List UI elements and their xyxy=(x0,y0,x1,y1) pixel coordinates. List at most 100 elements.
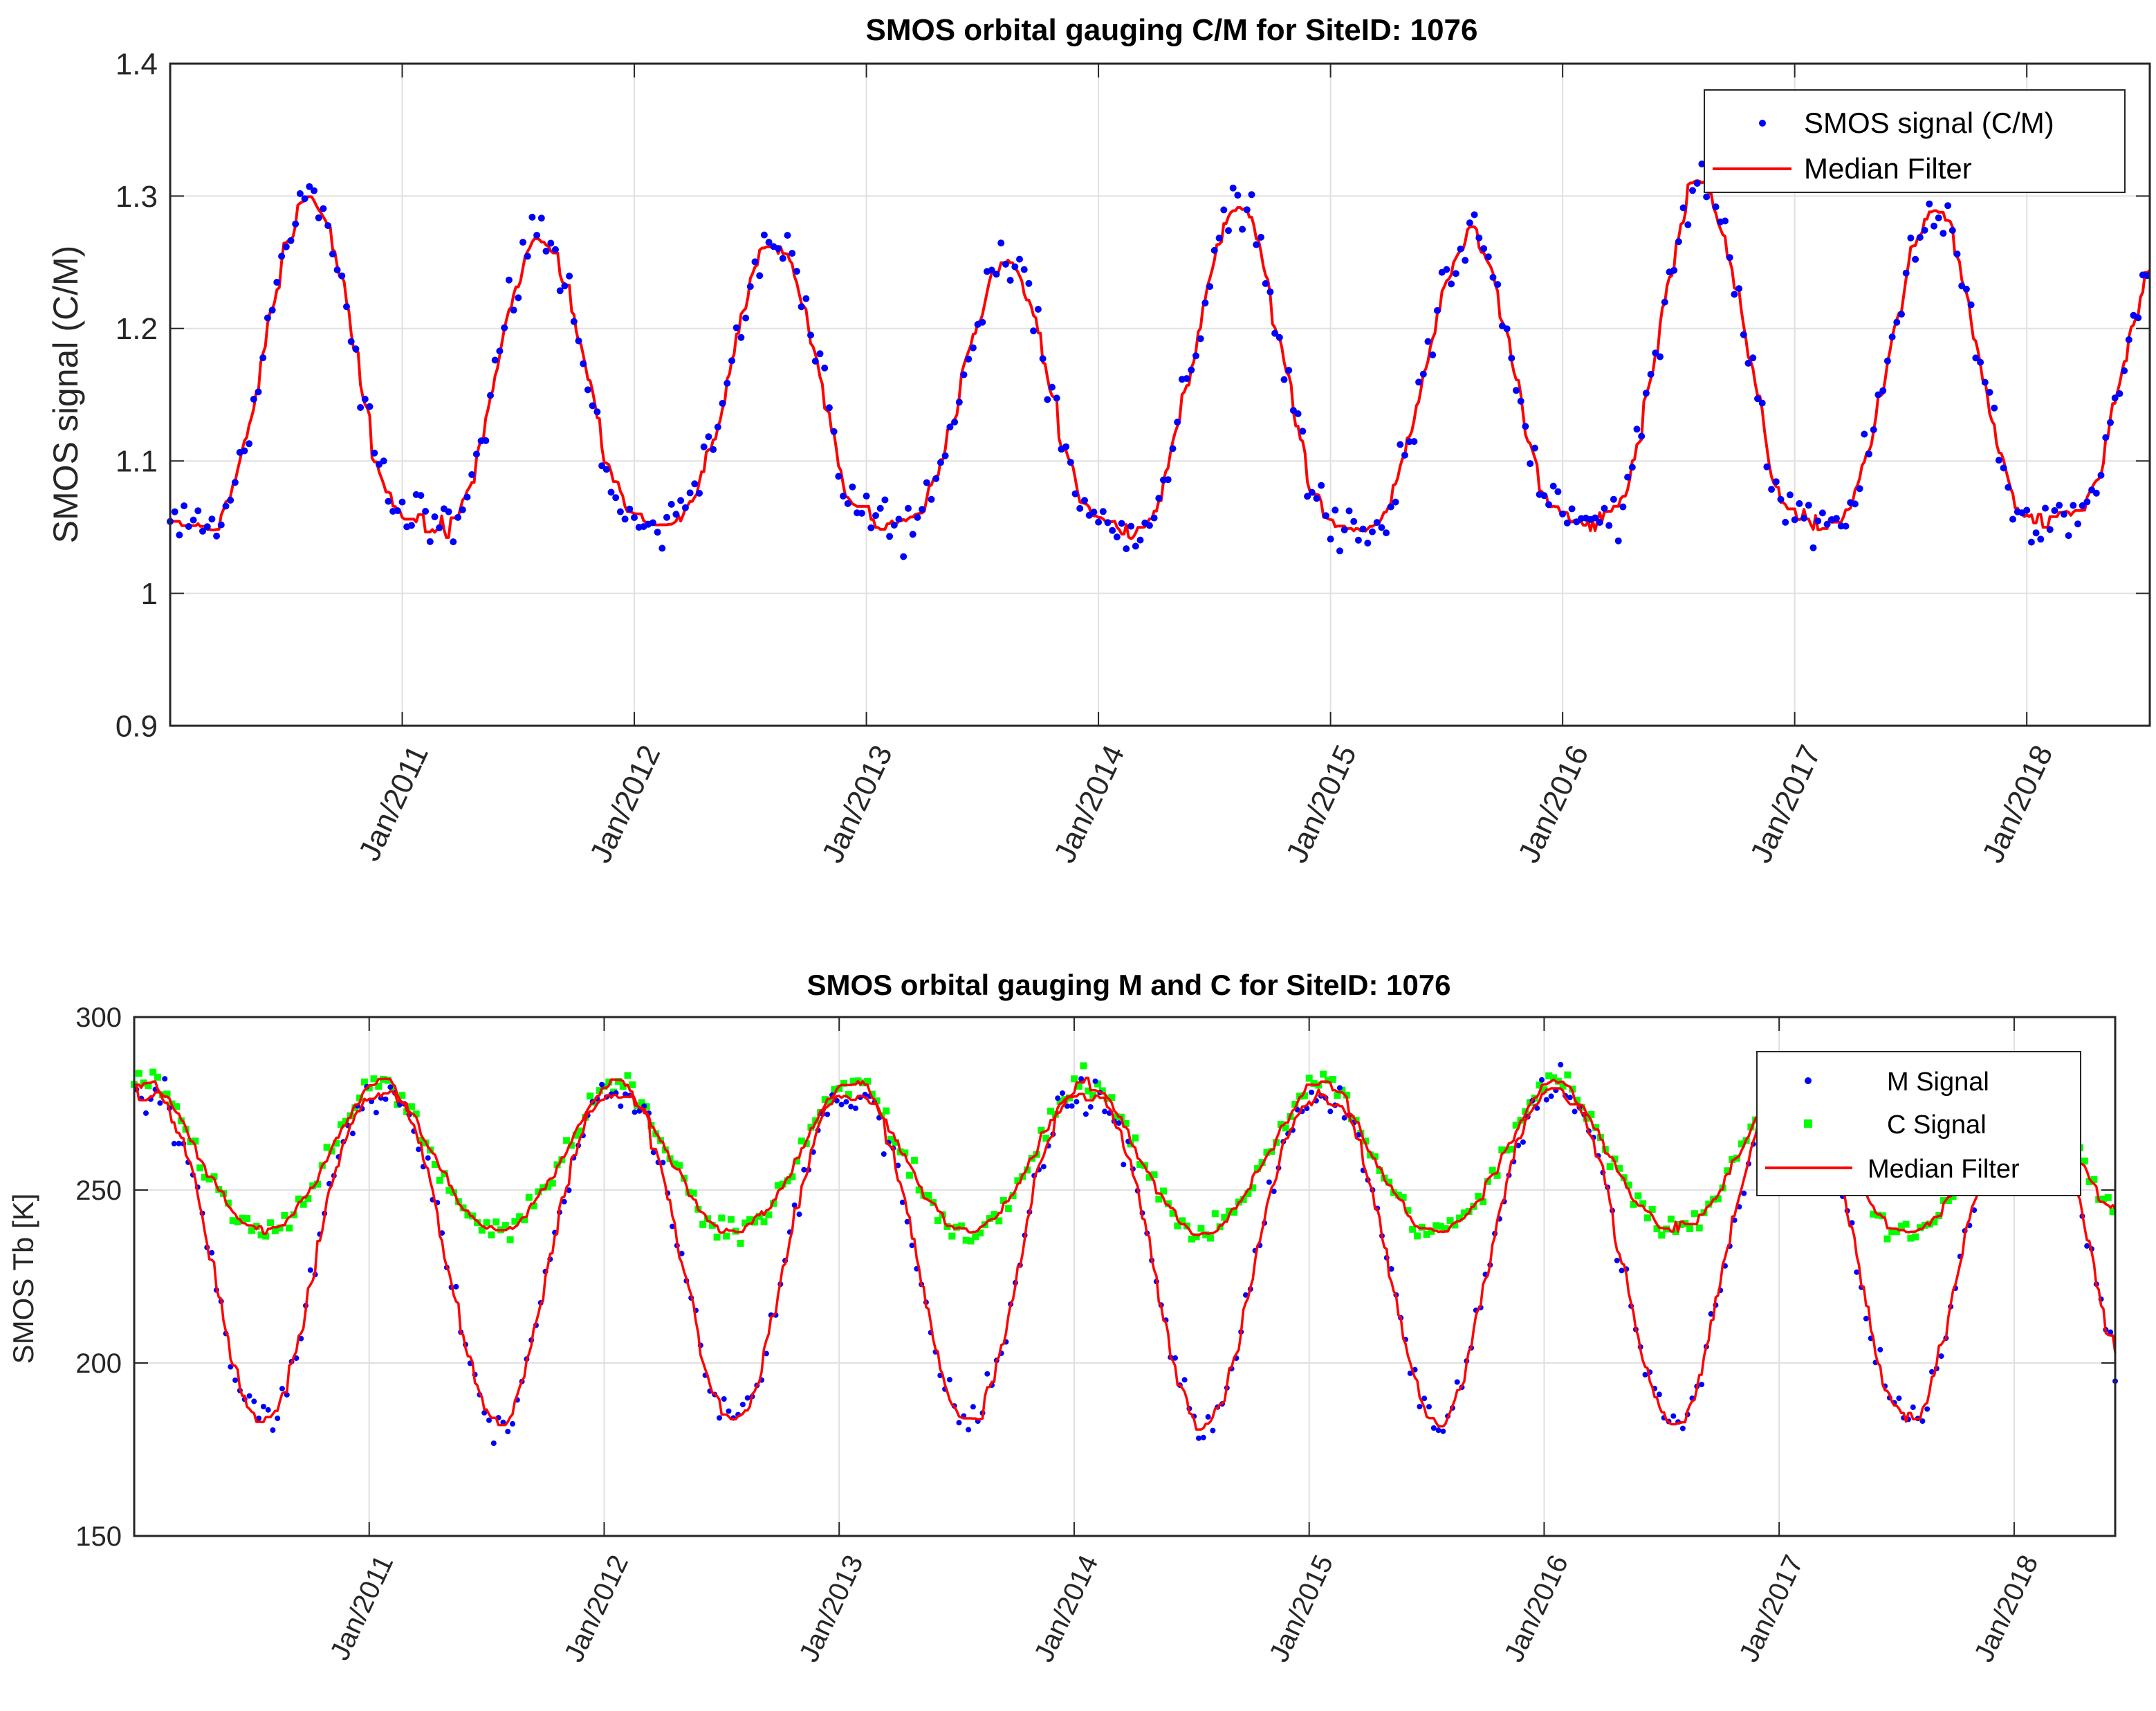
cm-signal-point xyxy=(1025,280,1033,287)
c-signal-point xyxy=(1071,1075,1078,1083)
cm-signal-point xyxy=(1689,187,1696,194)
cm-signal-point xyxy=(194,507,202,515)
cm-signal-point xyxy=(287,237,295,244)
cm-signal-point xyxy=(1912,255,1919,263)
c-signal-point xyxy=(1512,1122,1520,1129)
cm-signal-point xyxy=(733,324,740,331)
m-signal-point xyxy=(1421,1396,1428,1402)
chart-top-legend: SMOS signal (C/M) Median Filter xyxy=(1704,89,2126,193)
c-signal-point xyxy=(986,1215,993,1222)
cm-signal-point xyxy=(1076,504,1084,512)
c-signal-point xyxy=(629,1081,636,1088)
cm-signal-point xyxy=(1049,383,1056,391)
cm-signal-point xyxy=(333,266,341,274)
c-signal-point xyxy=(779,1180,786,1188)
cm-signal-point xyxy=(1698,161,1706,167)
c-signal-point xyxy=(2081,1158,2088,1165)
c-signal-point xyxy=(1132,1134,1139,1142)
cm-signal-point xyxy=(1740,331,1747,338)
c-signal-point xyxy=(1098,1087,1106,1095)
c-signal-point xyxy=(436,1176,443,1184)
cm-signal-point xyxy=(1614,537,1622,545)
cm-signal-point xyxy=(969,344,977,351)
cm-signal-point xyxy=(2065,532,2072,540)
c-signal-point xyxy=(840,1079,847,1087)
cm-signal-point xyxy=(1888,333,1896,340)
c-signal-point xyxy=(149,1068,157,1076)
cm-signal-point xyxy=(886,533,894,540)
cm-signal-point xyxy=(1484,253,1492,261)
cm-signal-point xyxy=(1796,500,1803,507)
cm-signal-point xyxy=(1554,488,1562,495)
m-signal-point xyxy=(618,1103,624,1109)
c-signal-point xyxy=(1197,1225,1205,1232)
m-signal-point xyxy=(1548,1093,1554,1099)
c-signal-point xyxy=(1004,1205,1012,1212)
m-signal-point xyxy=(1642,1371,1648,1378)
m-signal-point xyxy=(1266,1179,1272,1185)
top-ytick-label: 1.3 xyxy=(116,180,158,214)
cm-signal-point xyxy=(789,250,796,257)
top-ytick-label: 1.2 xyxy=(116,312,158,346)
cm-signal-point xyxy=(1870,426,1877,434)
c-signal-point xyxy=(957,1222,965,1229)
cm-signal-point xyxy=(955,399,963,406)
cm-signal-point xyxy=(923,479,930,486)
cm-signal-point xyxy=(1559,510,1567,518)
c-signal-point xyxy=(1902,1220,1910,1228)
c-signal-point xyxy=(737,1240,744,1247)
m-signal-point xyxy=(279,1386,285,1392)
cm-signal-point xyxy=(185,523,192,530)
m-signal-point xyxy=(1854,1269,1860,1275)
c-signal-point xyxy=(1310,1080,1318,1087)
c-signal-point xyxy=(356,1095,364,1101)
c-signal-point xyxy=(1145,1173,1153,1181)
c-signal-point xyxy=(1376,1166,1383,1174)
cm-signal-point xyxy=(533,232,541,239)
c-signal-point xyxy=(1653,1225,1661,1233)
cm-signal-point xyxy=(1675,238,1682,246)
m-signal-point xyxy=(387,1084,394,1090)
cm-signal-point xyxy=(537,214,545,222)
m-signal-point xyxy=(1670,1413,1677,1419)
cm-signal-point xyxy=(171,508,178,515)
m-signal-point xyxy=(796,1211,802,1218)
c-signal-point xyxy=(845,1091,852,1098)
cm-signal-point xyxy=(343,303,350,311)
cm-signal-point xyxy=(407,522,415,529)
top-ytick-label: 0.9 xyxy=(116,709,158,743)
cm-signal-point xyxy=(208,515,216,523)
cm-signal-point xyxy=(830,428,838,435)
cm-signal-point xyxy=(672,511,680,518)
cm-signal-point xyxy=(1215,235,1223,242)
cm-signal-point xyxy=(1693,180,1701,187)
c-signal-point xyxy=(1249,1184,1257,1191)
cm-signal-point xyxy=(1248,191,1255,199)
cm-signal-point xyxy=(1902,269,1910,277)
m-signal-point xyxy=(909,1243,915,1249)
cm-signal-point xyxy=(807,331,814,339)
cm-signal-point xyxy=(1883,357,1891,365)
m-signal-point xyxy=(505,1429,511,1435)
m-signal-point xyxy=(1741,1190,1747,1196)
legend-median-filter-label-bottom: Median Filter xyxy=(1868,1155,2020,1184)
legend-c-signal-label: C Signal xyxy=(1887,1110,1987,1140)
cm-signal-point xyxy=(1123,545,1130,553)
cm-signal-point xyxy=(1345,507,1353,515)
cm-signal-point xyxy=(1164,476,1172,484)
cm-signal-point xyxy=(1262,280,1269,287)
c-signal-point xyxy=(1300,1092,1308,1099)
c-signal-point xyxy=(375,1083,383,1090)
m-signal-point xyxy=(1910,1405,1916,1410)
m-signal-point xyxy=(260,1404,266,1409)
cm-signal-point xyxy=(2009,515,2016,523)
c-signal-point xyxy=(483,1219,490,1227)
cm-signal-point xyxy=(1034,306,1042,313)
cm-signal-point xyxy=(450,538,457,546)
cm-signal-point xyxy=(1109,527,1116,534)
c-signal-point xyxy=(746,1216,754,1223)
m-signal-point xyxy=(425,1155,431,1161)
m-signal-point xyxy=(1863,1315,1869,1321)
c-signal-point xyxy=(192,1137,199,1145)
cm-signal-point xyxy=(1791,516,1798,524)
